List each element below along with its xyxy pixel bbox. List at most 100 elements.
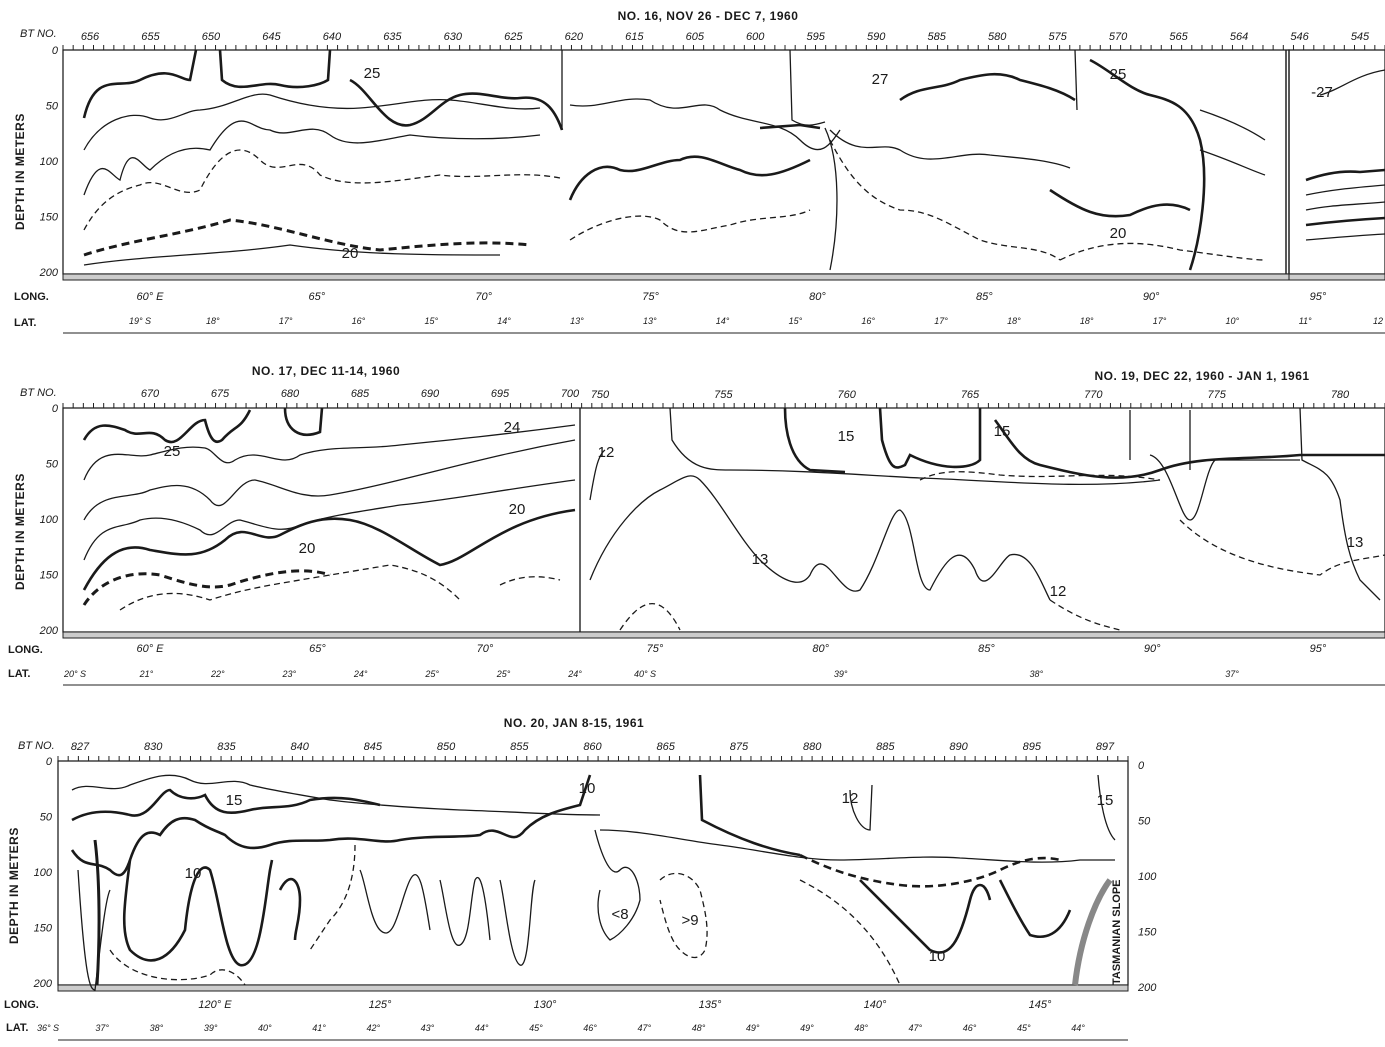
bt-tick-label: 690 [421,388,440,400]
y-tick-label: 50 [1138,816,1151,828]
latitude-tick-label: 41° [312,1023,326,1033]
bt-tick-label: 640 [323,31,342,43]
isotherm-label: 25 [164,443,181,460]
bt-tick-label: 840 [290,741,309,753]
bt-tick-label: 845 [364,741,383,753]
longitude-tick-label: 90° [1143,291,1160,303]
lat-label: LAT. [8,668,30,680]
latitude-tick-label: 38° [1030,669,1044,679]
lat-label: LAT. [6,1022,28,1034]
longitude-tick-label: 80° [812,643,829,655]
latitude-tick-label: 48° [854,1023,868,1033]
bt-tick-label: 700 [561,388,580,400]
y-tick-label: 200 [39,267,59,279]
y-tick-label: 100 [1138,871,1157,883]
isotherm-labels: 15 10 10 <8 >9 12 15 10 [185,780,1114,965]
isotherm-label: 12 [1050,583,1067,600]
bt-tick-label: 830 [144,741,163,753]
longitude-tick-label: 80° [809,291,826,303]
latitude-tick-label: 18° [1007,316,1021,326]
bt-tick-label: 680 [281,388,300,400]
section-no16: NO. 16, NOV 26 - DEC 7, 1960 BT NO. DEPT… [13,9,1385,334]
latitude-tick-label: 49° [800,1023,814,1033]
isotherm-label: >9 [681,912,698,929]
bt-tick-label: 546 [1290,31,1309,43]
y-tick-label: 0 [52,45,59,57]
isotherm-label: 10 [185,865,202,882]
plot-frame [62,407,1385,633]
y-tick-label: 50 [46,101,59,113]
latitude-tick-label: 20° S [63,669,86,679]
latitude-tick-label: 17° [934,316,948,326]
bt-tick-label: 875 [730,741,749,753]
latitude-tick-label: 37° [1225,669,1239,679]
latitude-tick-label: 17° [1153,316,1167,326]
bt-tick-label: 760 [837,389,856,401]
bt-tick-label: 890 [949,741,968,753]
latitude-tick-labels: 20° S 21° 22° 23° 24° 25° 25° 24° 40° S 39° 38° 37° [63,669,1239,679]
latitude-tick-label: 22° [210,669,225,679]
latitude-tick-label: 10° [1226,316,1240,326]
longitude-tick-label: 75° [642,291,659,303]
isotherm-label: 10 [579,780,596,797]
isotherms [70,774,1116,991]
latitude-tick-label: 46° [963,1023,977,1033]
longitude-tick-label: 90° [1144,643,1161,655]
longitude-tick-label: 120° E [198,999,232,1011]
latitude-tick-label: 13° [643,316,657,326]
sea-floor-bar [62,631,1385,639]
isotherm-label: 20 [342,245,359,262]
latitude-tick-label: 14° [716,316,730,326]
y-tick-label: 150 [40,570,59,582]
bt-tick-label: 695 [491,388,510,400]
longitude-tick-label: 75° [647,643,664,655]
isotherm-label: 20 [1110,225,1127,242]
plot-frame [62,49,1290,275]
isotherm-label: 12 [842,790,859,807]
bt-tick-label: 645 [262,31,281,43]
latitude-tick-label: 16° [861,316,875,326]
y-tick-labels: 0 50 100 150 200 [39,403,59,637]
longitude-tick-label: 60° E [136,291,164,303]
y-tick-label: 150 [1138,927,1157,939]
longitude-tick-label: 70° [475,291,492,303]
bt-tick-label: 605 [686,31,705,43]
bt-tick-label: 656 [81,31,100,43]
latitude-tick-label: 45° [1017,1023,1031,1033]
bt-tick-label: 625 [504,31,523,43]
bt-tick-label: 575 [1048,31,1067,43]
longitude-tick-label: 125° [369,999,392,1011]
latitude-tick-label: 46° [583,1023,597,1033]
isotherm-label: 10 [929,948,946,965]
bt-tick-label: 655 [141,31,160,43]
bt-tick-label: 600 [746,31,765,43]
section-no20: NO. 20, JAN 8-15, 1961 BT NO. DEPTH IN M… [4,716,1157,1041]
y-tick-label: 200 [33,978,53,990]
latitude-tick-label: 11° [1299,316,1312,326]
isotherm-label: 15 [1097,792,1114,809]
latitude-tick-label: 38° [150,1023,164,1033]
y-axis-label: DEPTH IN METERS [13,113,27,230]
bt-tick-label: 585 [927,31,946,43]
isotherm-label: 13 [1347,534,1364,551]
section-no16-title: NO. 16, NOV 26 - DEC 7, 1960 [618,9,799,23]
isotherm-label: 13 [752,551,769,568]
isotherm-label: -27 [1311,84,1333,101]
bt-tick-label: 865 [657,741,676,753]
latitude-tick-label: 25° [424,669,439,679]
isotherm-label: 12 [598,444,615,461]
latitude-tick-label: 40° S [634,669,656,679]
longitude-tick-label: 70° [477,643,494,655]
longitude-tick-label: 130° [534,999,557,1011]
section-no17-title: NO. 17, DEC 11-14, 1960 [252,364,400,378]
latitude-tick-label: 24° [353,669,368,679]
isotherm-labels: 25 27 25 20 20 -27 [342,65,1333,262]
latitude-tick-labels: 19° S 18° 17° 16° 15° 14° 13° 13° 14° 15° 16° 17° 18… [129,316,1383,326]
bt-tick-label: 895 [1023,741,1042,753]
bt-label: BT NO. [18,740,55,752]
longitude-tick-label: 65° [309,643,326,655]
latitude-tick-label: 39° [834,669,848,679]
bt-tick-label: 635 [383,31,402,43]
bt-tick-label: 615 [625,31,644,43]
bt-tick-label: 675 [211,388,230,400]
